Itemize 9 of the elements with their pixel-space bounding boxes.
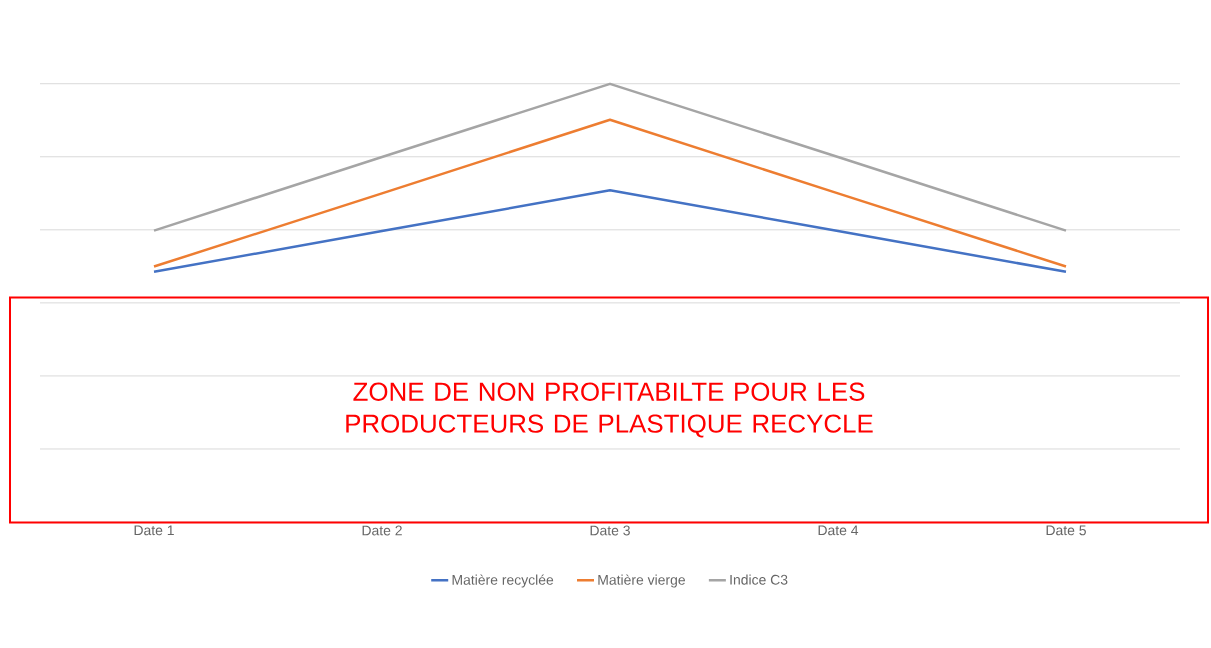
x-tick-label: Date 5	[1046, 525, 1086, 536]
legend-label: Matière recyclée	[452, 574, 554, 588]
x-tick-label: Date 3	[590, 525, 630, 536]
x-tick-label: Date 4	[818, 525, 859, 536]
x-tick-label: Date 2	[362, 525, 402, 536]
annotation: ZONE DE NON PROFITABILTE POUR LES PRODUCTEURS DE PLASTIQUE RECYCLE	[346, 382, 873, 438]
x-tick-label: Date 1	[134, 525, 174, 536]
legend-label: Matière vierge	[598, 574, 685, 588]
legend-label: Indice C3	[730, 574, 788, 585]
